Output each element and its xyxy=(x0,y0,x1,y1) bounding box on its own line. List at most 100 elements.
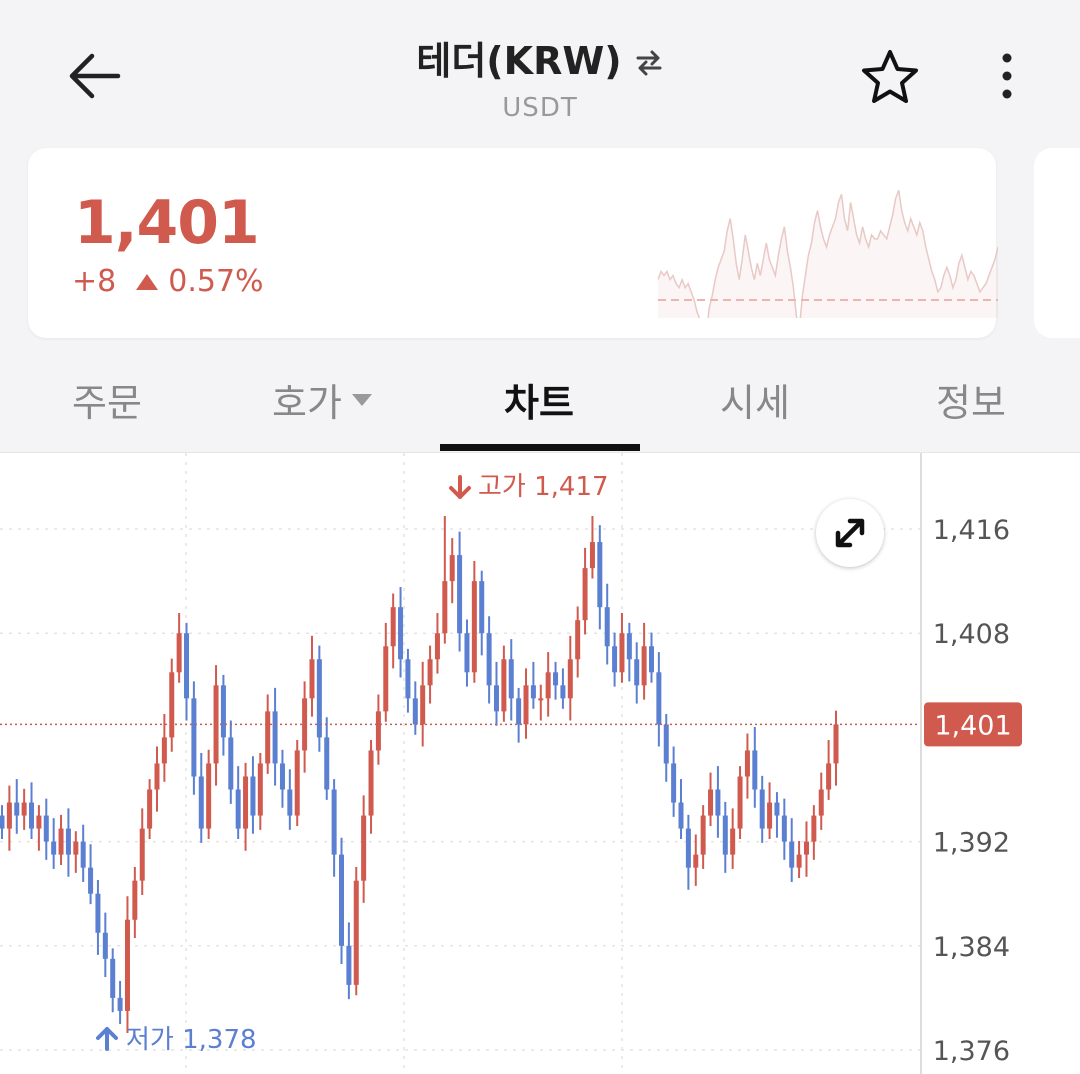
candle-body xyxy=(272,711,278,764)
tab-info[interactable]: 정보 xyxy=(936,372,1006,427)
page-title: 테더(KRW) xyxy=(416,39,622,83)
candle-body xyxy=(818,789,824,816)
high-label: 고가 1,417 xyxy=(478,472,609,502)
tab-order[interactable]: 주문 xyxy=(72,372,142,427)
candle-body xyxy=(560,685,566,699)
title-block: 테더(KRW) USDT xyxy=(340,30,740,123)
candle-body xyxy=(390,607,396,647)
candle-body xyxy=(700,815,706,855)
candle-body xyxy=(722,815,728,855)
candle-body xyxy=(626,633,632,660)
back-button[interactable] xyxy=(60,44,130,108)
candle-body xyxy=(324,737,330,790)
candle-body xyxy=(767,802,773,829)
current-price-label: 1,401 xyxy=(934,710,1011,741)
arrow-left-icon xyxy=(69,53,121,99)
candle-body xyxy=(95,893,101,933)
candle-body xyxy=(176,633,182,673)
candle-body xyxy=(250,776,256,816)
next-card[interactable] xyxy=(1034,148,1080,338)
tab-label: 주문 xyxy=(72,381,142,425)
candle-body xyxy=(279,763,285,790)
candle-body xyxy=(781,815,787,842)
candlestick-chart-area[interactable]: 1,416 1,408 1,392 1,384 1,376 1,401 고가 1,417 … xyxy=(0,452,1080,1074)
candle-body xyxy=(449,555,455,582)
candle-body xyxy=(604,607,610,647)
sparkline-fill xyxy=(658,190,998,318)
candle-body xyxy=(184,633,190,699)
more-button[interactable] xyxy=(985,46,1029,110)
current-price-tag xyxy=(924,702,1022,747)
expand-chart-button[interactable] xyxy=(816,499,884,567)
candle-body xyxy=(619,633,625,673)
swap-icon[interactable] xyxy=(634,43,664,75)
candle-body xyxy=(597,542,603,608)
candle-body xyxy=(206,763,212,829)
candle-body xyxy=(582,568,588,621)
candle-body xyxy=(235,789,241,829)
candle-body xyxy=(508,659,514,699)
active-tab-indicator xyxy=(440,444,640,451)
candle-body xyxy=(147,789,153,829)
y-tick-label: 1,408 xyxy=(933,619,1010,650)
change-percent: 0.57% xyxy=(168,264,264,299)
candle-body xyxy=(501,659,507,712)
candle-body xyxy=(361,815,367,881)
candle-body xyxy=(420,685,426,725)
candle-body xyxy=(427,659,433,686)
candle-body xyxy=(88,867,94,894)
candle-body xyxy=(803,841,809,855)
tab-market-price[interactable]: 시세 xyxy=(720,372,790,427)
candle-body xyxy=(29,802,35,829)
candle-body xyxy=(405,659,411,699)
tab-label: 호가 xyxy=(272,381,342,425)
candle-body xyxy=(412,698,418,725)
candle-body xyxy=(752,750,758,790)
page-subtitle: USDT xyxy=(502,93,578,123)
star-icon xyxy=(862,50,918,103)
tab-chart[interactable]: 차트 xyxy=(504,372,574,427)
candle-body xyxy=(243,776,249,829)
candle-body xyxy=(730,828,736,855)
candle-body xyxy=(228,737,234,790)
candle-body xyxy=(811,815,817,842)
candle-body xyxy=(14,802,20,816)
candle-body xyxy=(493,685,499,712)
candle-body xyxy=(759,789,765,829)
candle-body xyxy=(265,711,271,764)
favorite-button[interactable] xyxy=(858,46,922,110)
candle-body xyxy=(567,659,573,699)
candle-body xyxy=(774,802,780,816)
candle-body xyxy=(641,646,647,686)
candle-body xyxy=(575,620,581,660)
candle-body xyxy=(685,828,691,868)
caret-down-icon xyxy=(351,393,372,406)
candle-body xyxy=(58,828,64,855)
expand-icon xyxy=(835,518,865,548)
price-change: +8 0.57% xyxy=(72,264,264,299)
price-card[interactable]: 1,401 +8 0.57% xyxy=(28,148,998,338)
candle-body xyxy=(102,932,108,959)
tab-label: 차트 xyxy=(504,381,574,425)
candle-body xyxy=(316,659,322,738)
tab-orderbook[interactable]: 호가 xyxy=(272,372,372,427)
up-triangle-icon xyxy=(136,273,159,290)
candle-body xyxy=(294,750,300,816)
candle-body xyxy=(154,763,160,790)
candle-body xyxy=(648,646,654,673)
candle-body xyxy=(139,828,145,881)
candle-body xyxy=(73,841,79,855)
candle-body xyxy=(43,815,49,842)
candle-body xyxy=(545,672,551,699)
y-tick-label: 1,384 xyxy=(933,932,1010,963)
sparkline-line xyxy=(658,189,998,318)
candle-body xyxy=(737,776,743,829)
candle-body xyxy=(833,724,839,764)
candle-body xyxy=(530,685,536,699)
candle-body xyxy=(656,672,662,725)
high-marker: 고가 1,417 xyxy=(449,472,609,502)
candle-body xyxy=(375,711,381,751)
candle-body xyxy=(457,555,463,634)
y-tick-label: 1,416 xyxy=(933,515,1010,546)
